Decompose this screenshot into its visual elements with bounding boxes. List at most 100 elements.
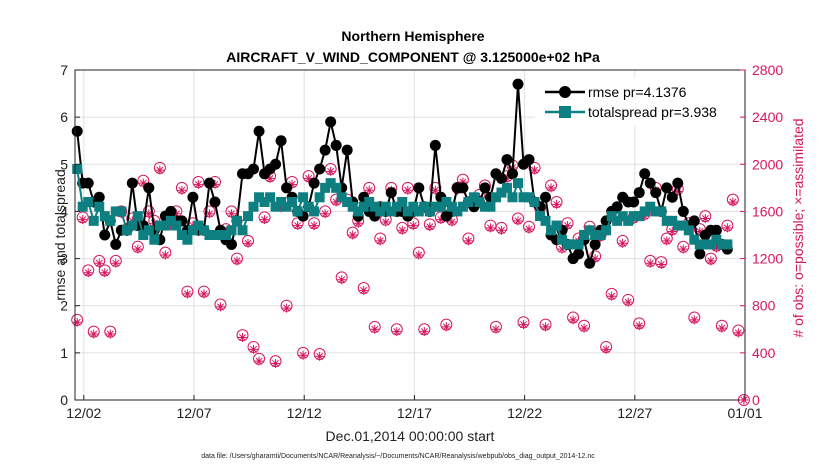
rmse-point [225,238,237,250]
obs-assimilated-marker [265,173,275,183]
obs-assimilated-marker [83,268,93,278]
totalspread-point [331,182,342,193]
totalspread-point [711,234,722,245]
totalspread-point [105,215,116,226]
obs-assimilated-marker [530,165,540,175]
rmse-point [501,154,513,166]
rmse-point [82,177,94,189]
obs-assimilated-marker [700,214,710,223]
obs-assimilated-marker [519,320,529,330]
totalspread-point [540,215,551,226]
totalspread-point [154,220,165,231]
rmse-point [314,163,326,175]
obs-assimilated-marker [293,221,303,231]
totalspread-point [281,201,292,212]
obs-assimilated-marker [271,358,281,368]
rmse-point [495,172,507,184]
right-tick-label: 2400 [752,109,783,125]
totalspread-point [656,206,667,217]
obs-assimilated-marker [541,322,551,332]
totalspread-point [672,220,683,231]
obs-assimilated-marker [287,179,297,189]
totalspread-point [678,220,689,231]
obs-assimilated-marker [706,256,716,266]
obs-assimilated-marker [552,199,562,209]
rmse-point [589,238,601,250]
totalspread-point [512,178,523,189]
obs-assimilated-marker [89,329,99,339]
obs-assimilated-marker [601,344,611,354]
totalspread-point [176,230,187,240]
obs-assimilated-marker [463,236,473,246]
y-tick-label: 0 [60,392,68,408]
legend-rmse-label: rmse pr=4.1376 [588,84,687,100]
totalspread-point [496,187,507,198]
obs-assimilated-marker [590,254,600,264]
obs-assimilated-marker [320,209,330,219]
obs-assimilated-marker [689,315,699,325]
obs-assimilated-marker [447,217,457,227]
x-tick-label: 12/07 [176,405,211,421]
totalspread-point [165,215,176,226]
totalspread-point [143,225,154,236]
totalspread-point [353,206,364,217]
totalspread-point [700,239,711,250]
rmse-point [187,191,199,203]
rmse-point [341,144,353,156]
rmse-point [628,196,640,208]
totalspread-point [138,230,149,240]
legend-spread-label: totalspread pr=3.938 [588,104,717,120]
obs-assimilated-marker [623,297,633,307]
totalspread-point [83,197,94,207]
obs-assimilated-marker [618,238,628,248]
totalspread-point [639,206,650,217]
obs-assimilated-marker [579,323,589,333]
totalspread-point [524,192,535,203]
x-tick-label: 12/12 [287,405,322,421]
obs-assimilated-marker [568,315,578,325]
totalspread-point [325,178,336,189]
totalspread-point [402,206,413,217]
chart-title: Northern Hemisphere [341,28,484,44]
obs-assimilated-marker [441,322,451,332]
obs-assimilated-marker [607,291,617,301]
obs-assimilated-marker [733,328,743,338]
totalspread-point [132,211,143,222]
obs-assimilated-marker [331,197,341,207]
totalspread-point [419,201,430,212]
right-tick-label: 400 [752,345,776,361]
totalspread-point [612,215,623,226]
obs-assimilated-marker [144,209,154,219]
totalspread-point [193,220,204,231]
obs-assimilated-marker [711,243,721,253]
totalspread-point [198,225,209,236]
obs-assimilated-marker [370,324,380,334]
totalspread-point [110,206,121,217]
obs-assimilated-marker [656,259,666,269]
obs-assimilated-marker [430,185,440,195]
totalspread-point [463,197,474,207]
rmse-point [281,182,293,194]
totalspread-point [606,211,617,222]
obs-assimilated-marker [678,244,688,254]
rmse-point [666,191,678,203]
totalspread-point [248,201,259,212]
y-tick-label: 1 [60,345,68,361]
rmse-point [275,135,287,147]
rmse-point [253,125,265,137]
obs-assimilated-marker [238,333,247,343]
obs-assimilated-marker [375,236,385,246]
right-tick-label: 1200 [752,251,783,267]
totalspread-point [276,197,287,207]
totalspread-point [391,201,402,212]
obs-assimilated-marker [199,289,209,299]
rmse-point [479,182,491,194]
totalspread-point [568,239,579,250]
totalspread-point [661,215,672,226]
obs-assimilated-marker [193,179,203,189]
obs-assimilated-marker [458,177,468,187]
totalspread-point [501,182,512,193]
y-axis-ticks: 0 1 2 3 4 5 6 7 [60,62,80,408]
totalspread-point [231,215,242,226]
rmse-point [319,144,331,156]
